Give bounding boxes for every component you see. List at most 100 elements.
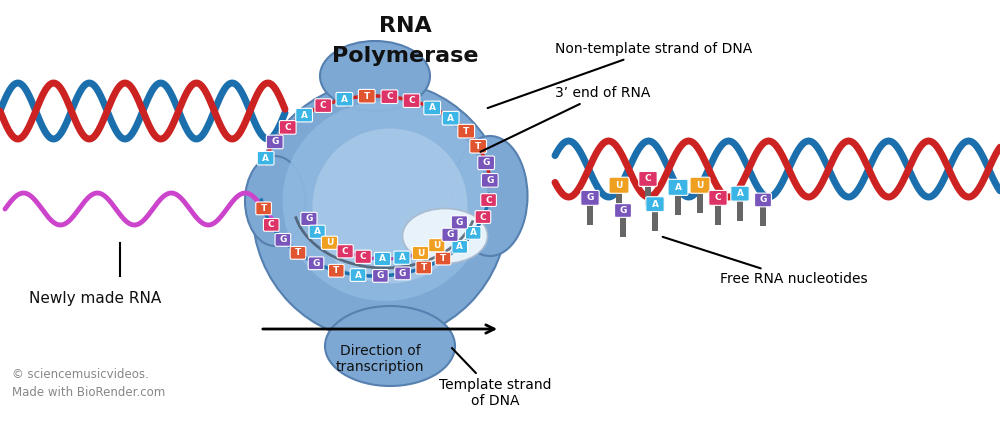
- Text: C: C: [284, 123, 291, 132]
- Text: G: G: [279, 235, 287, 244]
- FancyBboxPatch shape: [373, 269, 388, 282]
- Text: G: G: [271, 137, 278, 147]
- Text: T: T: [295, 248, 301, 257]
- FancyBboxPatch shape: [424, 101, 441, 115]
- Text: C: C: [268, 220, 275, 229]
- Text: A: A: [429, 104, 436, 112]
- FancyBboxPatch shape: [412, 246, 429, 260]
- Text: A: A: [456, 242, 463, 251]
- FancyBboxPatch shape: [296, 108, 312, 122]
- FancyBboxPatch shape: [755, 193, 771, 207]
- Text: Non-template strand of DNA: Non-template strand of DNA: [488, 42, 752, 108]
- FancyBboxPatch shape: [435, 252, 451, 265]
- Text: G: G: [312, 259, 320, 268]
- Text: G: G: [482, 158, 490, 167]
- Text: A: A: [736, 189, 744, 198]
- FancyBboxPatch shape: [374, 252, 391, 266]
- FancyBboxPatch shape: [690, 177, 710, 193]
- FancyBboxPatch shape: [451, 216, 467, 229]
- Text: G: G: [377, 272, 384, 280]
- Text: G: G: [586, 193, 594, 203]
- Text: Free RNA nucleotides: Free RNA nucleotides: [663, 237, 868, 286]
- Text: A: A: [470, 228, 477, 237]
- FancyBboxPatch shape: [257, 152, 274, 165]
- FancyBboxPatch shape: [309, 225, 325, 238]
- Text: C: C: [715, 193, 721, 203]
- Text: G: G: [399, 269, 406, 278]
- FancyBboxPatch shape: [337, 245, 353, 258]
- Text: A: A: [398, 253, 405, 262]
- Text: T: T: [440, 254, 446, 263]
- Ellipse shape: [452, 136, 528, 256]
- FancyBboxPatch shape: [481, 173, 498, 187]
- FancyBboxPatch shape: [442, 228, 458, 241]
- Text: G: G: [305, 214, 313, 224]
- Text: Direction of
transcription: Direction of transcription: [336, 344, 424, 374]
- FancyBboxPatch shape: [475, 210, 491, 224]
- FancyBboxPatch shape: [394, 251, 410, 264]
- FancyBboxPatch shape: [301, 212, 317, 226]
- Ellipse shape: [325, 306, 455, 386]
- Text: A: A: [652, 200, 659, 209]
- Text: A: A: [447, 114, 454, 123]
- Text: Newly made RNA: Newly made RNA: [29, 291, 161, 306]
- FancyBboxPatch shape: [616, 193, 622, 213]
- Text: U: U: [433, 241, 440, 250]
- Text: © sciencemusicvideos.
Made with BioRender.com: © sciencemusicvideos. Made with BioRende…: [12, 368, 165, 399]
- FancyBboxPatch shape: [645, 186, 651, 206]
- Text: T: T: [463, 127, 469, 136]
- Text: C: C: [342, 247, 348, 256]
- FancyBboxPatch shape: [381, 90, 398, 104]
- FancyBboxPatch shape: [315, 99, 332, 112]
- FancyBboxPatch shape: [358, 89, 375, 103]
- FancyBboxPatch shape: [731, 186, 749, 201]
- FancyBboxPatch shape: [737, 201, 743, 221]
- FancyBboxPatch shape: [452, 240, 468, 253]
- Text: G: G: [456, 218, 463, 227]
- FancyBboxPatch shape: [328, 264, 344, 277]
- FancyBboxPatch shape: [646, 197, 664, 212]
- Text: T: T: [333, 266, 339, 275]
- Text: U: U: [326, 238, 333, 247]
- FancyBboxPatch shape: [615, 204, 631, 217]
- Text: A: A: [379, 254, 386, 264]
- Ellipse shape: [245, 156, 305, 246]
- FancyBboxPatch shape: [609, 177, 629, 193]
- Text: C: C: [408, 96, 415, 105]
- Text: C: C: [320, 101, 327, 110]
- Text: T: T: [421, 263, 427, 272]
- Text: G: G: [759, 195, 767, 205]
- Text: U: U: [615, 181, 623, 190]
- Text: U: U: [417, 248, 424, 258]
- FancyBboxPatch shape: [290, 246, 306, 259]
- FancyBboxPatch shape: [336, 93, 353, 106]
- FancyBboxPatch shape: [321, 236, 338, 249]
- Ellipse shape: [252, 81, 508, 341]
- FancyBboxPatch shape: [620, 217, 626, 237]
- Text: C: C: [645, 174, 651, 184]
- Text: A: A: [301, 111, 308, 120]
- FancyBboxPatch shape: [403, 94, 420, 107]
- Text: G: G: [619, 206, 627, 215]
- FancyBboxPatch shape: [652, 211, 658, 231]
- FancyBboxPatch shape: [256, 202, 271, 215]
- FancyBboxPatch shape: [465, 226, 481, 239]
- Text: Template strand
of DNA: Template strand of DNA: [439, 348, 551, 408]
- Text: C: C: [485, 196, 492, 205]
- Ellipse shape: [312, 128, 468, 283]
- Ellipse shape: [402, 208, 488, 264]
- FancyBboxPatch shape: [263, 218, 279, 231]
- Text: A: A: [314, 227, 321, 236]
- Text: T: T: [364, 92, 370, 101]
- Text: C: C: [386, 92, 393, 101]
- FancyBboxPatch shape: [587, 205, 593, 225]
- Ellipse shape: [282, 101, 487, 301]
- FancyBboxPatch shape: [442, 112, 459, 125]
- FancyBboxPatch shape: [395, 267, 410, 280]
- FancyBboxPatch shape: [416, 261, 432, 274]
- Text: T: T: [475, 142, 481, 151]
- FancyBboxPatch shape: [581, 190, 599, 205]
- Text: 3’ end of RNA: 3’ end of RNA: [481, 86, 650, 152]
- FancyBboxPatch shape: [355, 250, 371, 264]
- Text: U: U: [696, 181, 704, 190]
